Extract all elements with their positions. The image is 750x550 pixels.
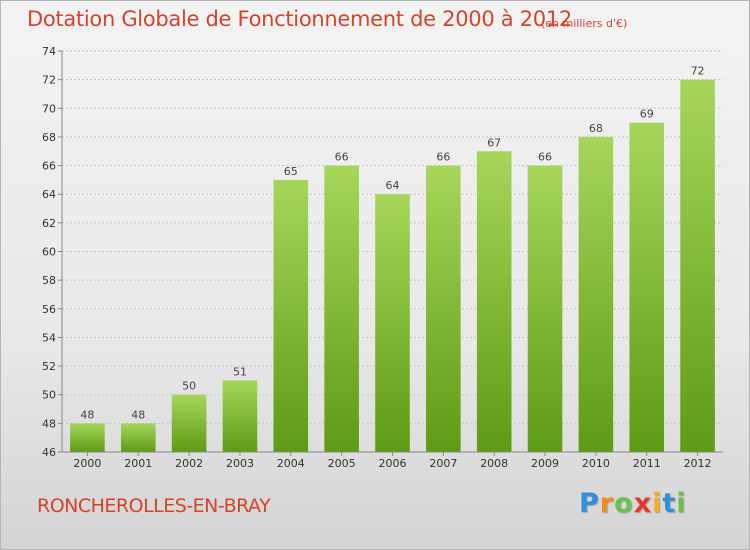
logo-letter: P [579, 488, 600, 519]
value-label-2006: 64 [386, 179, 400, 192]
x-tick-label-2008: 2008 [480, 457, 508, 470]
bar-2001 [120, 423, 156, 452]
value-label-2009: 66 [538, 151, 552, 164]
bar-2006 [375, 194, 410, 452]
bar-2005 [324, 165, 359, 453]
logo-letter: i [676, 488, 687, 519]
y-tick-label-58: 58 [42, 274, 56, 287]
y-tick-label-48: 48 [42, 417, 56, 430]
y-axis-ticks: 46 48 50 52 54 56 58 60 62 64 66 68 70 72 74 [42, 45, 62, 459]
bar-2000 [70, 423, 105, 452]
y-tick-label-52: 52 [42, 360, 56, 373]
bar-2012 [680, 79, 715, 453]
x-tick-label-2010: 2010 [582, 457, 610, 470]
bars [70, 79, 715, 453]
bar-2007 [426, 165, 461, 453]
bar-2011 [629, 122, 665, 452]
logo-letter: t [662, 488, 677, 519]
y-tick-label-50: 50 [42, 389, 56, 402]
proxiti-logo: Proxiti [579, 488, 687, 519]
value-label-2011: 69 [640, 108, 654, 121]
x-tick-label-2012: 2012 [684, 457, 712, 470]
bar-2008 [476, 151, 512, 452]
y-tick-label-74: 74 [42, 45, 56, 58]
logo-letter: x [633, 488, 653, 519]
x-tick-label-2000: 2000 [73, 457, 101, 470]
x-axis-ticks: 2000 2001 2002 2003 2004 2005 2006 2007 2008 2009… [73, 452, 712, 470]
y-tick-label-64: 64 [42, 188, 56, 201]
x-tick-label-2004: 2004 [277, 457, 305, 470]
y-tick-label-46: 46 [42, 446, 56, 459]
axes [61, 51, 723, 453]
value-label-2004: 65 [284, 165, 298, 178]
commune-name: RONCHEROLLES-EN-BRAY [37, 495, 271, 517]
y-tick-label-66: 66 [42, 160, 56, 173]
bar-2009 [527, 165, 563, 453]
chart-unit: (en milliers d'€) [541, 17, 628, 30]
value-label-2003: 51 [233, 365, 247, 378]
value-label-2000: 48 [80, 408, 94, 421]
value-label-2002: 50 [182, 380, 196, 393]
y-tick-label-68: 68 [42, 131, 56, 144]
x-tick-label-2007: 2007 [429, 457, 457, 470]
bar-2004 [273, 179, 309, 452]
value-label-2010: 68 [589, 122, 603, 135]
bar-2003 [222, 380, 258, 452]
logo-letter: i [652, 488, 663, 519]
logo-letter: r [599, 488, 615, 519]
chart-title: Dotation Globale de Fonctionnement de 20… [27, 7, 572, 31]
y-tick-label-56: 56 [42, 303, 56, 316]
x-tick-label-2009: 2009 [531, 457, 559, 470]
bar-2010 [578, 136, 614, 452]
x-tick-label-2011: 2011 [633, 457, 661, 470]
value-labels: 48 48 50 51 65 66 64 66 67 66 68 69 72 [80, 65, 704, 422]
value-label-2012: 72 [691, 65, 705, 78]
bar-2002 [171, 394, 207, 452]
value-label-2008: 67 [487, 136, 501, 149]
x-tick-label-2001: 2001 [124, 457, 152, 470]
x-tick-label-2002: 2002 [175, 457, 203, 470]
y-tick-label-60: 60 [42, 246, 56, 259]
value-label-2005: 66 [335, 151, 349, 164]
y-tick-label-62: 62 [42, 217, 56, 230]
value-label-2001: 48 [131, 408, 145, 421]
x-tick-label-2005: 2005 [328, 457, 356, 470]
y-tick-label-70: 70 [42, 102, 56, 115]
value-label-2007: 66 [436, 151, 450, 164]
y-tick-label-72: 72 [42, 74, 56, 87]
logo-letter: o [614, 488, 634, 519]
y-tick-label-54: 54 [42, 331, 56, 344]
x-tick-label-2006: 2006 [379, 457, 407, 470]
x-tick-label-2003: 2003 [226, 457, 254, 470]
